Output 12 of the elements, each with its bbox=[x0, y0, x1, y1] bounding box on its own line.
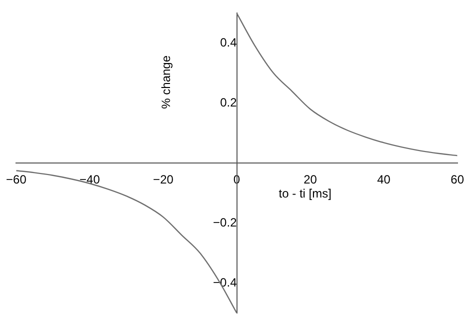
y-axis-title: % change bbox=[159, 55, 174, 109]
x-tick-label: −40 bbox=[80, 172, 100, 187]
x-tick-label: 20 bbox=[304, 172, 318, 187]
x-tick-label: −60 bbox=[6, 172, 27, 187]
x-tick-label: 40 bbox=[377, 172, 391, 187]
x-axis-title: to - ti [ms] bbox=[278, 186, 332, 200]
y-tick-label: 0.4 bbox=[220, 35, 238, 50]
line-series bbox=[236, 13, 458, 156]
y-tick-label: −0.2 bbox=[213, 215, 238, 230]
y-tick-label: 0.2 bbox=[220, 95, 238, 110]
x-tick-label: 60 bbox=[450, 172, 464, 187]
x-tick-label: −20 bbox=[153, 172, 174, 187]
